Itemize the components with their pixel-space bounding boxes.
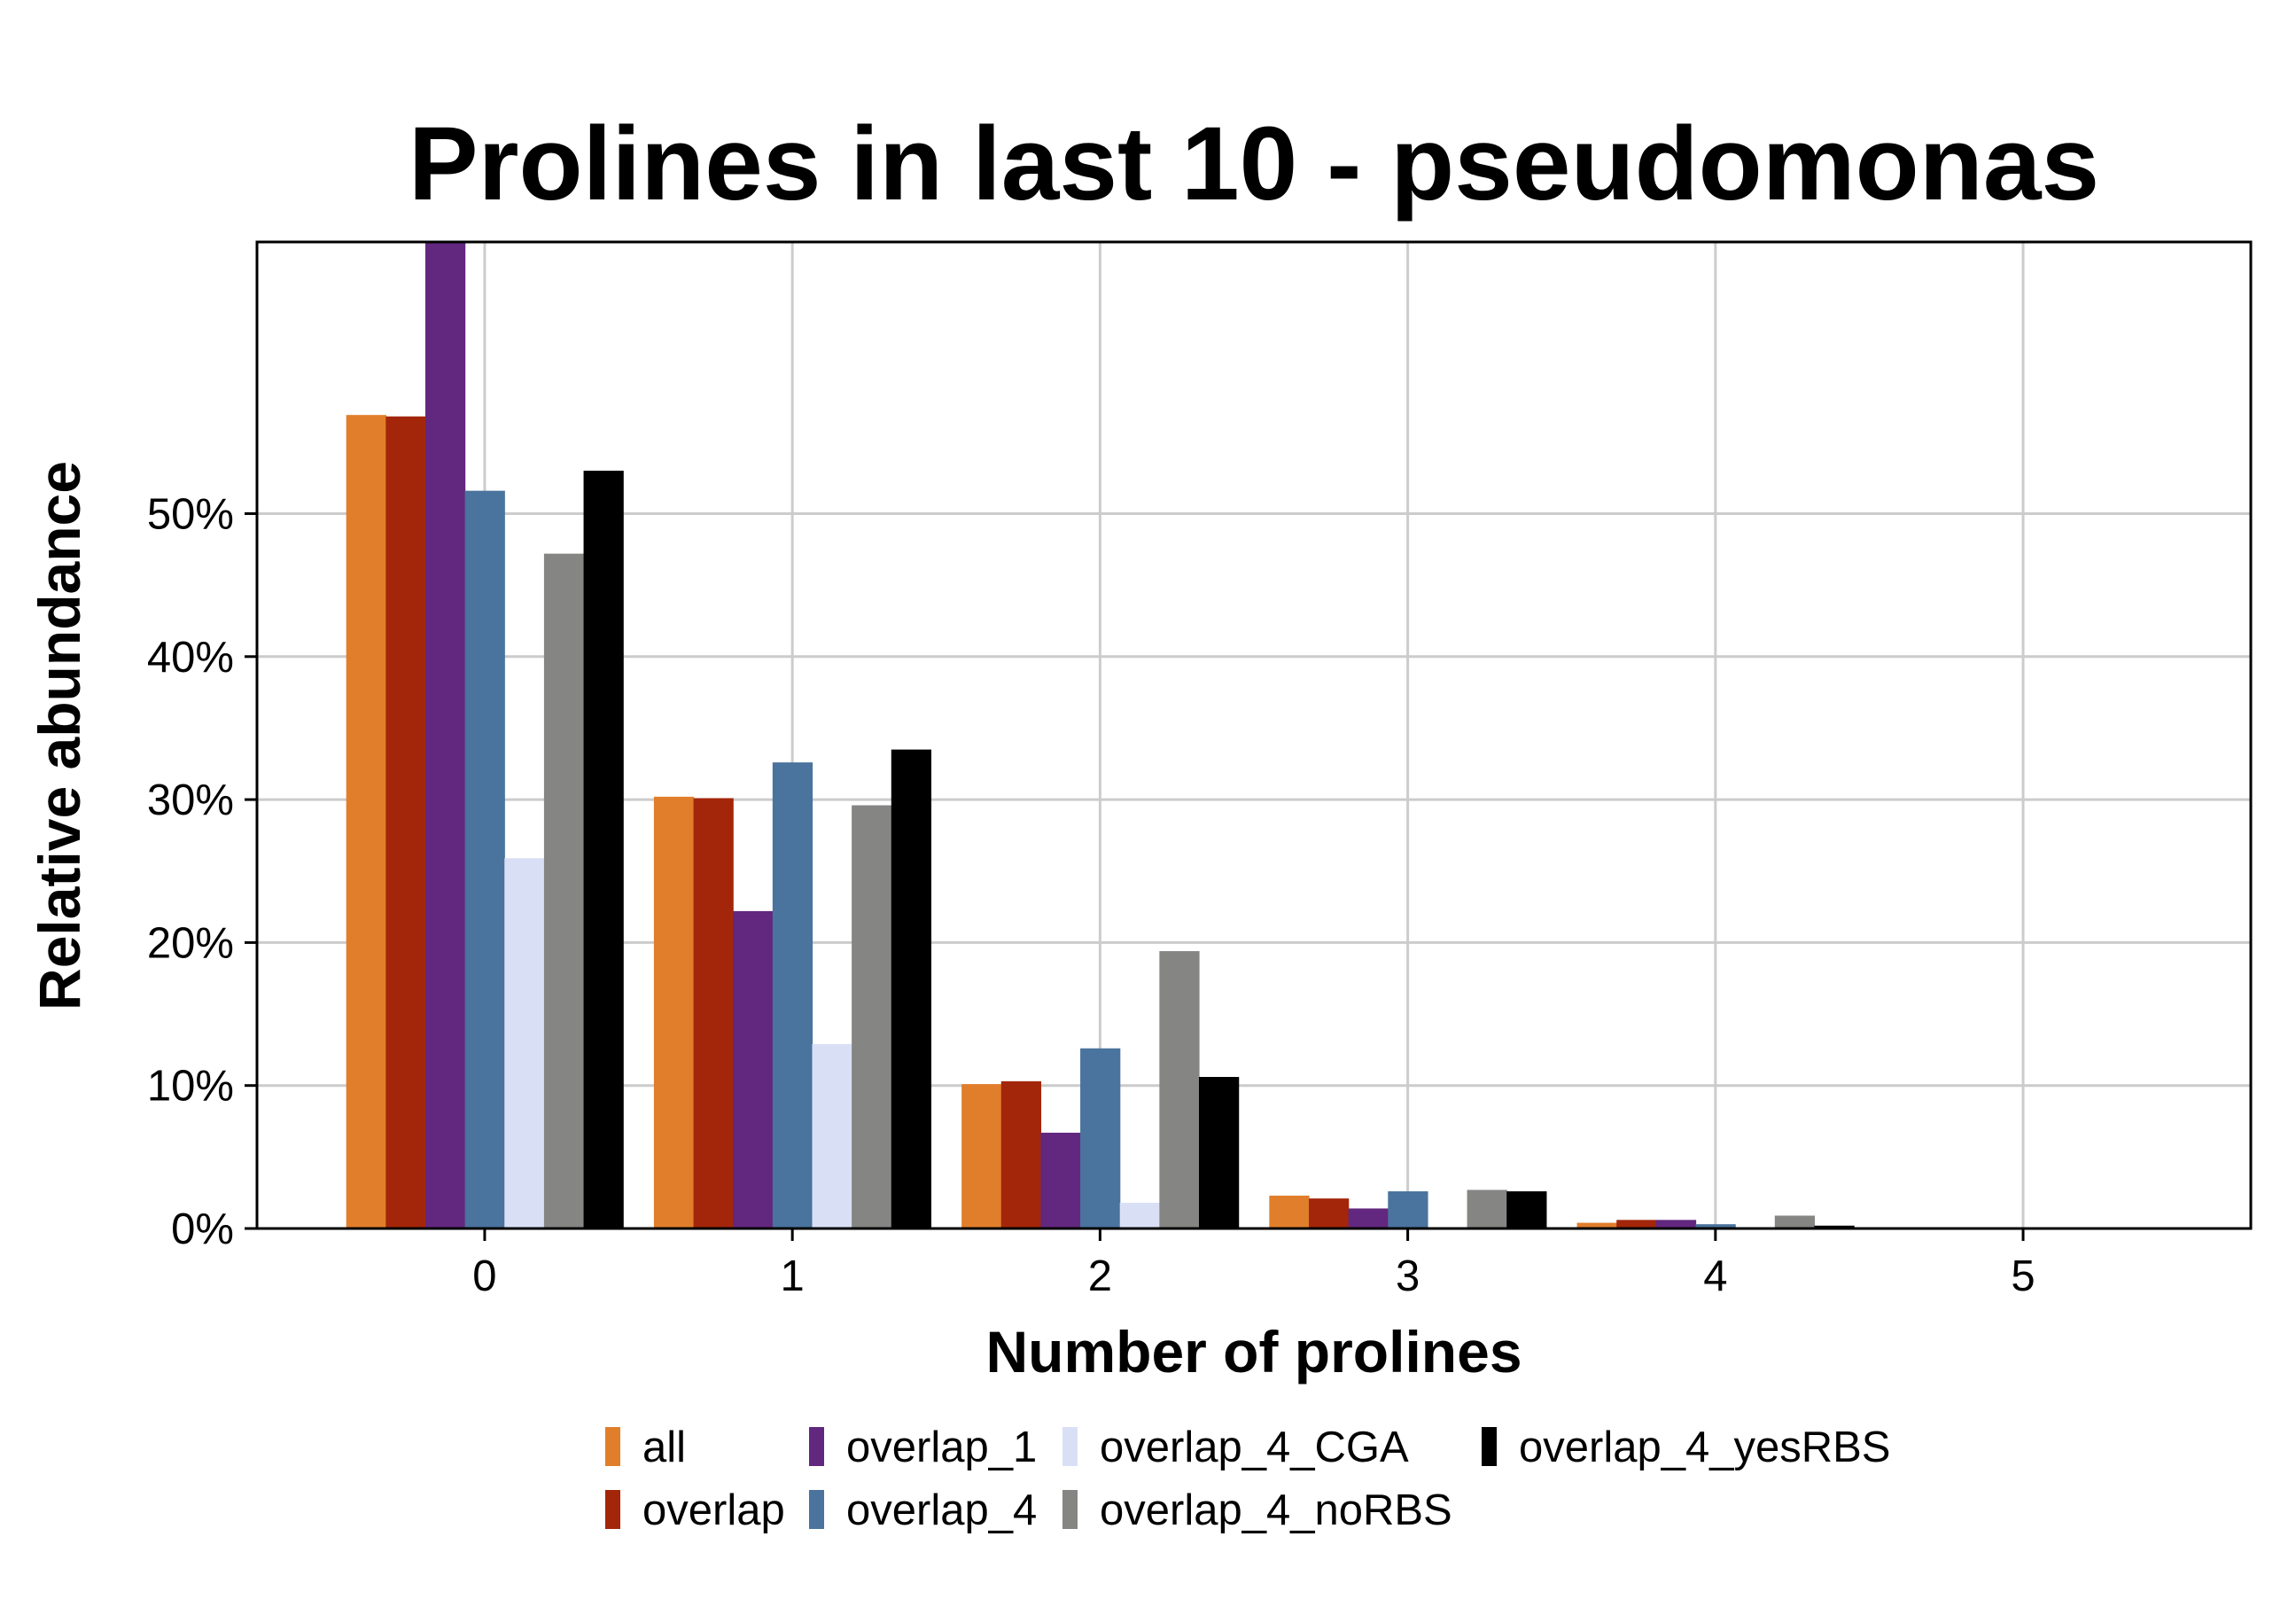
bar-overlap_1-4 [1655,1220,1697,1228]
legend: all overlap overlap_1 overlap_4 overlap_4_CG… [605,1424,1890,1534]
x-tick-label: 4 [1703,1252,1727,1300]
bar-overlap-3 [1309,1198,1350,1228]
y-tick-label: 10% [147,1063,234,1111]
legend-label: overlap_4_noRBS [1100,1486,1452,1534]
y-tick-label: 20% [147,919,234,967]
bar-overlap_1-3 [1348,1208,1389,1228]
bars [346,242,1926,1229]
bar-all-2 [961,1084,1002,1228]
bar-overlap_4_yesRBS-4 [1814,1225,1855,1228]
bar-overlap_4-1 [772,762,813,1228]
bar-overlap_4_yesRBS-1 [891,749,932,1228]
x-axis-title: Number of prolines [985,1319,1522,1384]
x-tick-label: 3 [1396,1252,1420,1300]
plot-frame [255,240,2253,1230]
bar-overlap-1 [693,798,734,1228]
bar-overlap_4_noRBS-2 [1159,951,1200,1228]
legend-item-overlap_4: overlap_4 [809,1486,1037,1534]
bar-overlap_4_yesRBS-0 [583,471,624,1228]
bar-overlap_4-3 [1388,1191,1428,1228]
y-axis-title: Relative abundance [27,461,92,1010]
legend-swatch [809,1490,824,1529]
bar-overlap_1-0 [424,242,466,1228]
legend-swatch [1062,1490,1078,1529]
bar-all-0 [346,415,386,1229]
chart-title: Prolines in last 10 - pseudomonas [409,105,2099,222]
legend-label: overlap_4_CGA [1100,1424,1409,1471]
bar-overlap_4_noRBS-0 [543,553,585,1228]
bar-overlap_1-2 [1040,1132,1081,1228]
legend-item-all: all [605,1424,686,1471]
y-tick-label: 50% [147,490,234,538]
x-tick-label: 0 [472,1252,496,1300]
bar-overlap-4 [1616,1220,1657,1228]
y-tick-label: 30% [147,776,234,824]
bar-all-3 [1269,1195,1310,1228]
bar-all-4 [1576,1222,1617,1228]
bar-overlap_4-2 [1080,1048,1121,1228]
x-axis-ticks: 0 1 2 3 4 5 [472,1228,2035,1300]
x-tick-label: 2 [1088,1252,1112,1300]
y-tick-label: 40% [147,634,234,682]
legend-swatch [809,1427,824,1466]
bar-overlap_4_CGA-1 [812,1043,852,1228]
legend-label: overlap [642,1486,785,1534]
x-tick-label: 1 [781,1252,805,1300]
bar-overlap_4_noRBS-4 [1774,1215,1816,1228]
legend-item-overlap: overlap [605,1486,785,1534]
bar-overlap_4_yesRBS-3 [1506,1191,1547,1228]
legend-item-overlap_4_yesRBS: overlap_4_yesRBS [1482,1424,1890,1471]
legend-item-overlap_4_noRBS: overlap_4_noRBS [1062,1486,1452,1534]
legend-swatch [605,1490,620,1529]
legend-label: overlap_1 [846,1424,1037,1471]
legend-item-overlap_1: overlap_1 [809,1424,1037,1471]
legend-swatch [605,1427,620,1466]
legend-swatch [1062,1427,1078,1466]
bar-overlap_4-0 [464,490,505,1228]
bar-all-1 [653,796,695,1228]
y-tick-label: 0% [171,1205,234,1253]
legend-item-overlap_4_CGA: overlap_4_CGA [1062,1424,1409,1471]
bar-overlap-2 [1000,1080,1042,1228]
bar-overlap_1-1 [733,910,774,1228]
y-axis-ticks: 0% 10% 20% 30% 40% 50% [147,490,257,1253]
bar-overlap-0 [385,416,426,1229]
bar-overlap_4-4 [1695,1224,1736,1228]
legend-label: overlap_4_yesRBS [1519,1424,1890,1471]
x-tick-label: 5 [2011,1252,2035,1300]
bar-overlap_4_noRBS-1 [852,805,892,1228]
bar-overlap_4_yesRBS-2 [1198,1077,1240,1228]
bar-overlap_4_noRBS-3 [1467,1190,1507,1228]
legend-swatch [1482,1427,1497,1466]
legend-label: overlap_4 [846,1486,1037,1534]
bar-overlap_4_CGA-0 [504,858,545,1228]
legend-label: all [642,1424,686,1471]
bar-overlap_4_CGA-2 [1119,1202,1160,1228]
